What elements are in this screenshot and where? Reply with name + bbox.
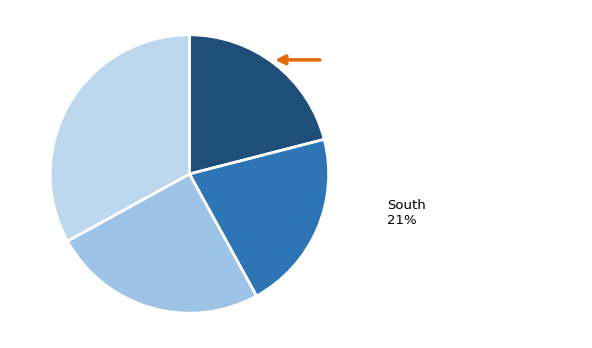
Wedge shape xyxy=(189,140,329,296)
Wedge shape xyxy=(189,35,324,174)
Text: Pie Charts display the
percentage of total.
All slices should add up
to 100%.: Pie Charts display the percentage of tot… xyxy=(341,55,513,140)
Wedge shape xyxy=(67,174,256,313)
Text: South
21%: South 21% xyxy=(387,199,426,227)
Wedge shape xyxy=(50,35,189,241)
